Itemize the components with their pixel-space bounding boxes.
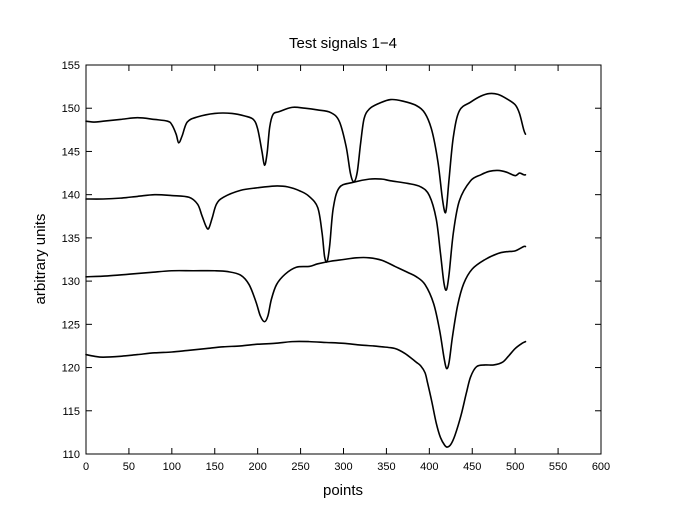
x-tick-label: 350 xyxy=(377,461,395,473)
y-tick-label: 135 xyxy=(62,233,80,245)
x-tick-label: 150 xyxy=(206,461,224,473)
chart-title: Test signals 1−4 xyxy=(289,35,397,52)
x-tick-label: 50 xyxy=(123,461,135,473)
series-line-1 xyxy=(85,92,527,214)
y-tick-label: 155 xyxy=(62,60,80,72)
y-tick-label: 150 xyxy=(62,103,80,115)
x-tick-label: 0 xyxy=(83,461,89,473)
y-axis: 110 115 120 125 130 135 140 145 150 155 xyxy=(62,60,601,461)
y-tick-label: 115 xyxy=(62,406,80,418)
y-axis-label: arbitrary units xyxy=(32,214,49,305)
series-line-4 xyxy=(85,340,527,448)
x-tick-label: 600 xyxy=(592,461,610,473)
series-layer xyxy=(85,92,527,448)
x-tick-label: 200 xyxy=(248,461,266,473)
x-tick-label: 250 xyxy=(291,461,309,473)
x-tick-label: 550 xyxy=(549,461,567,473)
x-tick-label: 400 xyxy=(420,461,438,473)
y-tick-label: 140 xyxy=(62,190,80,202)
x-tick-label: 300 xyxy=(334,461,352,473)
y-tick-label: 145 xyxy=(62,146,80,158)
series-line-2 xyxy=(85,169,527,291)
y-tick-label: 130 xyxy=(62,276,80,288)
x-tick-label: 500 xyxy=(506,461,524,473)
x-axis-label: points xyxy=(323,482,363,499)
y-tick-label: 110 xyxy=(62,449,80,461)
series-line-3 xyxy=(85,245,527,370)
x-tick-label: 450 xyxy=(463,461,481,473)
x-tick-label: 100 xyxy=(163,461,181,473)
y-tick-label: 125 xyxy=(62,319,80,331)
x-axis: 0 50 100 150 200 250 300 350 400 450 500 550 600 xyxy=(83,65,610,473)
y-tick-label: 120 xyxy=(62,363,80,375)
